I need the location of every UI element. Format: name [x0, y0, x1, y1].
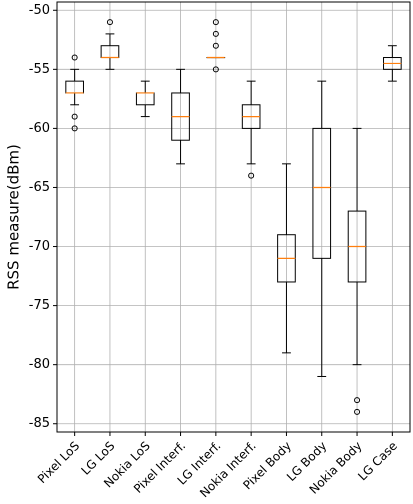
y-tick-label: -80 — [29, 357, 50, 372]
y-tick-label: -60 — [29, 121, 50, 136]
y-tick-label: -50 — [29, 3, 50, 18]
y-tick-label: -65 — [29, 180, 50, 195]
y-axis-label: RSS measure(dBm) — [5, 144, 23, 290]
y-tick-label: -70 — [29, 239, 50, 254]
y-tick-label: -75 — [29, 298, 50, 313]
y-tick-label: -85 — [29, 416, 50, 431]
x-tick-label: LG Case — [355, 439, 400, 484]
x-tick-label: Pixel LoS — [35, 439, 82, 486]
y-tick-label: -55 — [29, 62, 50, 77]
